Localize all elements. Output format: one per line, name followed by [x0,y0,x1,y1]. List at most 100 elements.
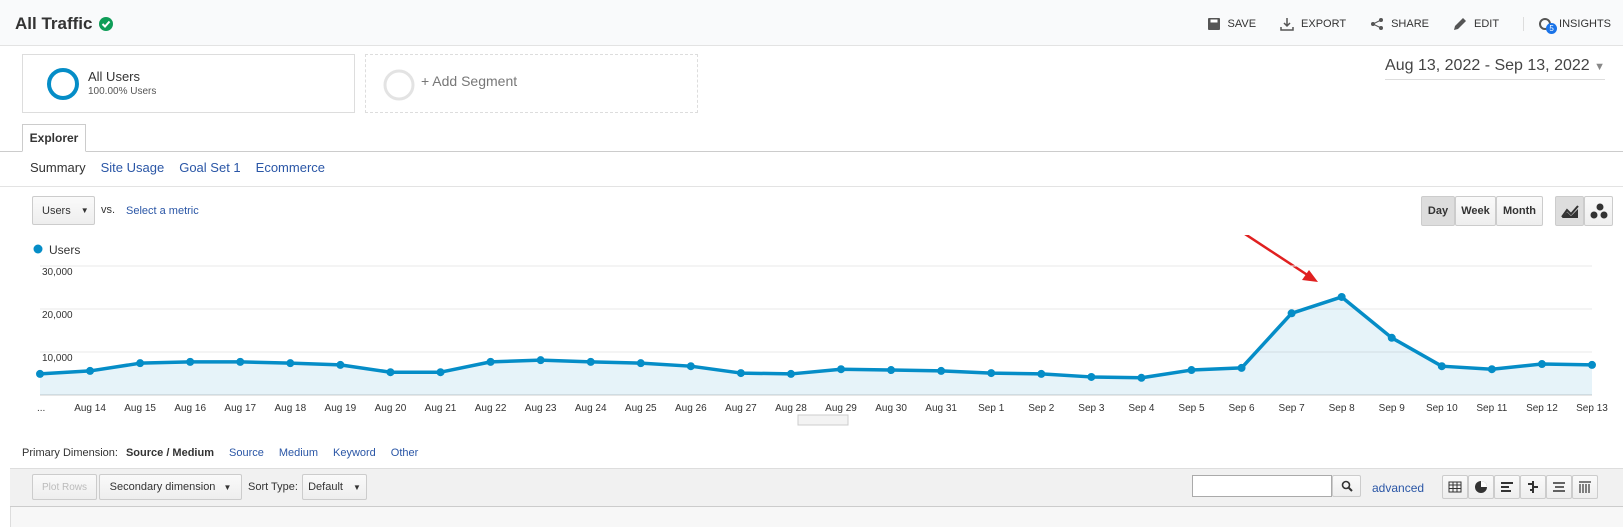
header: All Traffic SAVE EXPORT SHARE EDIT 5 INSI… [0,0,1623,46]
dimension-option[interactable]: Source / Medium [125,447,214,459]
date-range[interactable]: Aug 13, 2022 - Sep 13, 2022 ▼ [1385,57,1605,80]
insights-button[interactable]: 5 INSIGHTS [1523,17,1611,34]
view-pivot[interactable] [1572,475,1598,499]
line-chart-button[interactable] [1555,196,1584,226]
dimension-option[interactable]: Source [229,447,264,459]
edit-icon [1453,18,1466,30]
sort-value: Default [308,481,343,493]
advanced-link[interactable]: advanced [1372,481,1425,495]
chart-resize-handle[interactable] [797,414,849,426]
secondary-dimension[interactable]: Secondary dimension ▼ [99,474,242,500]
x-tick-label: ... [37,403,45,414]
add-segment[interactable]: + Add Segment [365,54,698,113]
point [1237,363,1246,372]
tab-divider [0,151,1623,152]
search-button[interactable] [1332,475,1361,497]
point [1437,362,1446,371]
dimension-option[interactable]: Medium [278,447,318,459]
subtabs: Summary Site Usage Goal Set 1 Ecommerce [30,160,325,175]
dimension-label: Primary Dimension: [22,447,118,459]
subtab[interactable]: Ecommerce [255,160,326,175]
point [1137,373,1146,382]
dropdown-caret: ▼ [80,206,89,215]
view-icon [1528,481,1538,493]
point [1287,309,1296,318]
x-tick-label: Sep 6 [1228,403,1255,414]
export-button[interactable]: EXPORT [1280,17,1346,31]
point [1187,366,1196,375]
x-tick-label: Aug 23 [525,403,557,414]
x-tick-label: Aug 15 [124,403,156,414]
subtab-divider [0,186,1623,187]
point [987,369,996,378]
plot-rows-button[interactable]: Plot Rows [32,474,97,500]
x-tick-label: Sep 5 [1178,403,1205,414]
share-button[interactable]: SHARE [1370,17,1429,31]
view-pie[interactable] [1468,475,1494,499]
edit-button[interactable]: EDIT [1453,17,1499,31]
point [1387,333,1396,342]
sort-dropdown[interactable]: Default ▼ [302,474,367,500]
y-tick-label: 20,000 [42,310,73,321]
point [636,359,645,368]
dimension-row: Primary Dimension: Source / Medium Sourc… [22,447,418,459]
x-tick-label: Sep 9 [1379,403,1406,414]
segment-card[interactable]: All Users 100.00% Users [22,54,355,113]
x-tick-label: Sep 3 [1078,403,1105,414]
save-icon [1207,18,1220,30]
point [686,362,695,371]
view-icon [1579,481,1591,493]
point [837,365,846,374]
subtab[interactable]: Site Usage [100,160,165,175]
subtab[interactable]: Summary [30,160,86,175]
x-tick-label: Sep 13 [1576,403,1608,414]
export-icon [1280,18,1294,31]
metric-dropdown[interactable]: Users ▼ [32,196,95,225]
legend-label: Users [49,243,80,257]
point [937,366,946,375]
point [236,357,245,366]
view-bar[interactable] [1494,475,1520,499]
search-box[interactable] [1192,475,1332,497]
x-tick-label: Aug 18 [274,403,306,414]
week-button[interactable]: Week [1455,196,1496,226]
x-tick-label: Sep 2 [1028,403,1055,414]
subtab[interactable]: Goal Set 1 [179,160,241,175]
add-segment-ring [383,69,415,101]
x-tick-label: Aug 26 [675,403,707,414]
verified-icon [99,17,113,31]
point [336,360,345,369]
motion-chart-icon [1590,203,1607,219]
motion-chart-button[interactable] [1584,196,1613,226]
x-tick-label: Aug 25 [625,403,657,414]
x-tick-label: Aug 17 [224,403,256,414]
point [86,366,95,375]
point [36,369,44,378]
x-tick-label: Aug 21 [425,403,457,414]
explorer-tab[interactable]: Explorer [22,124,86,152]
view-term[interactable] [1546,475,1572,499]
view-icon [1448,481,1462,493]
sort-label: Sort Type: [248,481,298,493]
dimension-option[interactable]: Other [390,447,419,459]
point [286,359,295,368]
day-button[interactable]: Day [1421,196,1455,226]
view-table[interactable] [1442,475,1468,499]
point [1037,369,1046,378]
select-metric[interactable]: Select a metric [126,205,199,217]
secondary-label: Secondary dimension [109,481,216,493]
table-header [10,507,1623,527]
x-tick-label: Aug 16 [174,403,206,414]
dimension-option[interactable]: Keyword [332,447,376,459]
point [1487,365,1496,374]
view-compare[interactable] [1520,475,1546,499]
save-button[interactable]: SAVE [1207,17,1256,31]
y-tick-label: 10,000 [42,353,73,364]
point [887,366,896,375]
x-tick-label: Aug 14 [74,403,106,414]
x-tick-label: Aug 20 [375,403,407,414]
month-button[interactable]: Month [1496,196,1543,226]
annotation-arrow [1244,235,1313,280]
line-chart-icon [1560,205,1579,218]
